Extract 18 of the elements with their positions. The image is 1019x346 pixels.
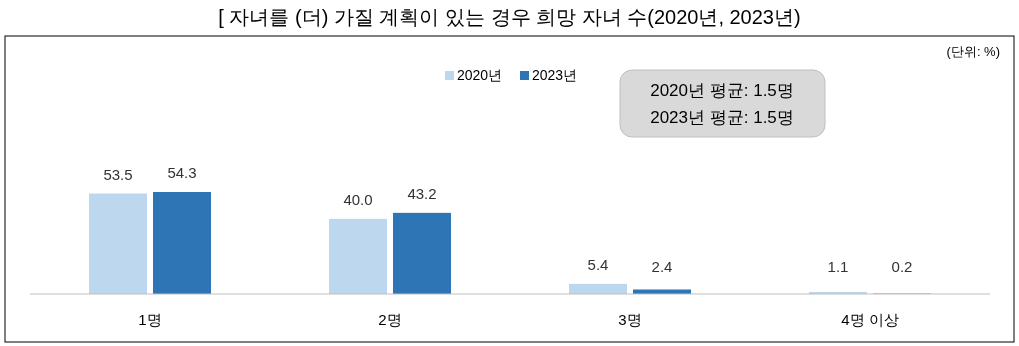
text: (단위: %) [946,44,1000,59]
chart-title: [ 자녀를 (더) 가질 계획이 있는 경우 희망 자녀 수(2020년, 2023년) [218,6,801,28]
data-label: 0.2 [891,258,913,275]
data-label: 2.4 [651,258,673,275]
text: 2023년 평균: 1.5명 [650,108,794,127]
data-label: 5.4 [587,255,609,273]
text: 2020년 평균: 1.5명 [650,81,794,100]
legend-label: 2023년 [532,67,578,83]
data-label: 54.3 [167,164,197,181]
data-label: 53.5 [103,165,133,183]
data-label: 1.1 [827,258,849,275]
data-label: 40.0 [343,190,373,208]
x-tick-label: 1명 [138,311,162,328]
x-tick-label: 2명 [378,311,402,328]
data-label: 43.2 [407,184,437,202]
x-tick-label: 3명 [618,311,642,328]
x-tick-label: 4명 이상 [841,311,899,328]
legend-label: 2020년 [457,67,503,83]
